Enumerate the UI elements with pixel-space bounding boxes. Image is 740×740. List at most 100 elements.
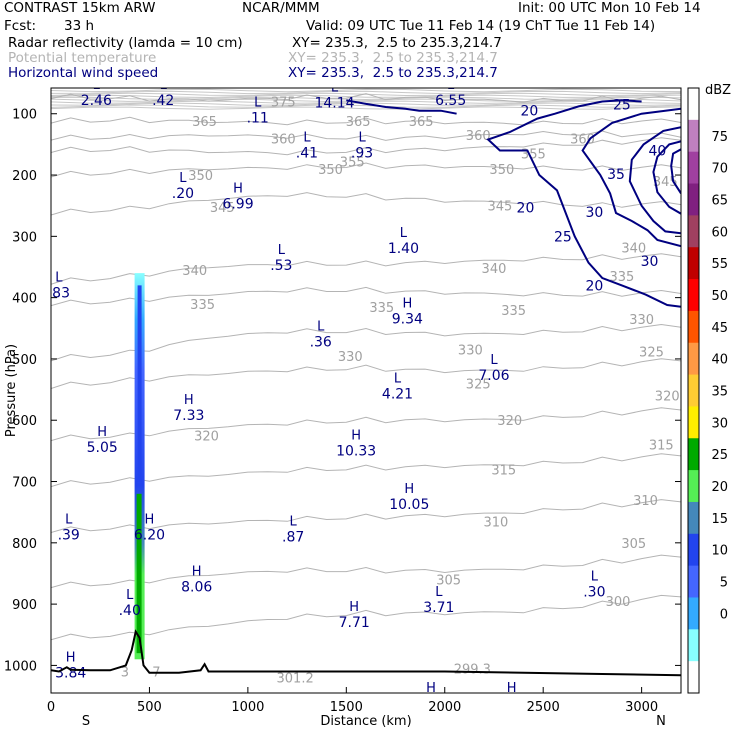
colorbar-swatch [688,629,699,662]
theta-contour-355 [51,137,681,156]
wind-extremum-label: H7.33 [173,393,204,424]
theta-label: 335 [190,298,215,313]
theta-label: 350 [489,163,514,178]
extremum-letter: L [254,96,262,111]
extremum-letter: H [426,681,436,696]
theta-contour-350 [51,162,681,178]
wind-extremum-label: L.87 [282,514,304,545]
extremum-letter: L [490,353,498,368]
x-tick-label: 500 [137,700,162,715]
extremum-letter: H [233,181,243,196]
colorbar-label: 20 [711,480,728,495]
extremum-letter: L [65,512,73,527]
extremum-value: 6.99 [222,196,253,212]
colorbar-swatch [688,215,699,248]
theta-label: 340 [621,241,646,256]
wind-extremum-label: L6.55 [435,88,466,109]
colorbar-label: 10 [711,544,728,559]
field-xy-wind: XY= 235.3, 2.5 to 235.3,214.7 [288,65,498,81]
wind-contour-label: 20 [520,104,538,120]
radar-reflectivity-echo [134,273,145,660]
extremum-value: 6.21 [496,696,527,712]
y-tick-label: 400 [12,292,37,307]
colorbar-label: 60 [711,225,728,240]
extremum-value: 7.33 [173,408,204,424]
extremum-letter: H [404,482,414,497]
theta-label: 360 [570,132,595,147]
colorbar-swatch [688,151,699,185]
extremum-letter: L [317,319,325,334]
wind-extremum-label: H5.05 [87,425,118,456]
colorbar-swatch [688,279,699,312]
extremum-letter: L [278,243,286,258]
wind-extremum-label: L4.21 [382,372,413,403]
wind-contour-label: 35 [607,167,625,183]
wind-extremum-label: L1.40 [388,226,419,257]
theta-label: 300 [606,595,631,610]
center-name: NCAR/MMM [242,0,320,16]
wind-extremum-label: H7.71 [339,600,370,631]
theta-label: 315 [491,463,516,478]
theta-label: 335 [501,304,526,319]
field-name-reflectivity: Radar reflectivity (lamda = 10 cm) [8,35,243,51]
wind-contour-label: 20 [585,278,603,294]
extremum-value: 3.84 [55,665,86,681]
colorbar-swatch [688,438,699,471]
extremum-value: .20 [172,186,194,202]
axes: 100 200 300 400 500 600 700 800 900 1000 0 500 1000 1… [4,87,682,729]
wind-extremum-label: L.20 [172,171,194,202]
colorbar-label: 40 [711,353,728,368]
colorbar-label: 35 [711,385,728,400]
colorbar-swatch [688,310,699,344]
wind-contour-30 [628,126,681,235]
theta-contour-upper [51,90,681,95]
colorbar-swatch [688,406,699,439]
wind-extremum-label: L.93 [351,131,373,162]
extremum-letter: L [400,226,408,241]
x-end-label-south: S [82,714,90,729]
theta-label: 310 [633,494,658,509]
extremum-value: .41 [296,146,318,162]
colorbar-swatch [688,119,699,153]
colorbar-label: 70 [711,162,728,177]
theta-label: 340 [182,264,207,279]
wind-extremum-label: H10.33 [336,429,376,460]
extremum-letter: L [591,570,599,585]
theta-contour-315 [51,453,681,488]
colorbar-label: 30 [711,416,728,431]
colorbar-swatch [688,501,699,535]
extremum-value: 6.20 [134,527,165,543]
extremum-value: 14.14 [314,95,354,111]
theta-contour-upper [51,88,681,93]
y-axis-title: Pressure (hPa) [4,344,19,437]
extremum-value: .36 [310,334,332,350]
colorbar-swatch [688,565,699,598]
colorbar-swatch [688,533,699,567]
extremum-letter: L [126,588,134,603]
theta-contour-upper [51,98,681,103]
theta-contour-345 [51,192,681,216]
extremum-value: 10.33 [336,444,376,460]
extremum-letter: L [303,131,311,146]
fcst-value: 33 h [64,18,95,34]
wind-extremum-label: L14.14 [314,80,354,111]
extremum-value: .11 [247,111,269,127]
extremum-value: 9.34 [392,312,423,328]
extremum-value: 6.55 [435,93,466,109]
theta-contour-upper [51,94,681,99]
theta-label: 320 [194,430,219,445]
theta-contour-310 [51,499,681,533]
wind-extremum-label: L2.46 [81,88,112,109]
x-tick-label: 2000 [428,700,461,715]
x-tick-label: 0 [47,700,55,715]
theta-contour-360 [51,130,681,141]
theta-contour-upper [51,96,681,101]
model-title: CONTRAST 15km ARW [4,0,156,16]
extremum-letter: L [331,80,339,95]
wind-extremum-label: L.39 [58,512,80,543]
colorbar-label: 45 [711,321,728,336]
theta-label: 345 [210,201,235,216]
extremum-value: 8.06 [181,580,212,596]
colorbar-label: 75 [711,130,728,145]
